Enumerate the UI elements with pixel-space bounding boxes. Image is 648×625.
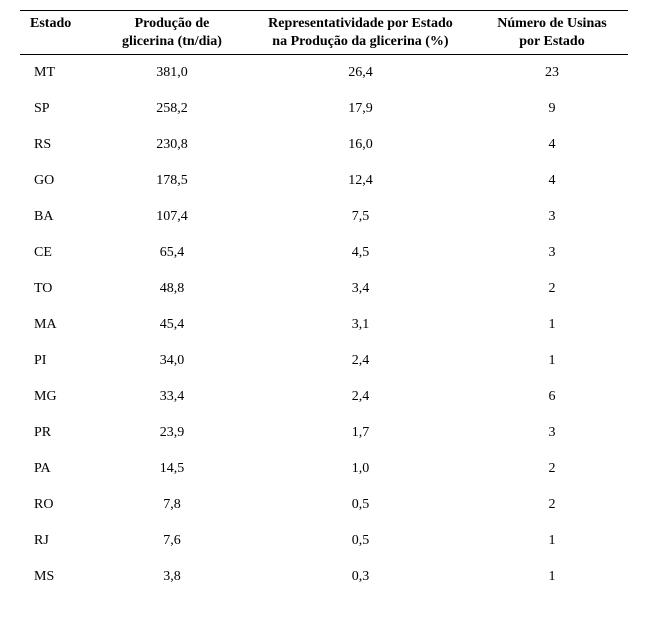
cell-usinas: 23: [476, 55, 628, 92]
col-header-producao: Produção de glicerina (tn/dia): [99, 11, 245, 55]
cell-usinas: 2: [476, 271, 628, 307]
table-row: PR23,91,73: [20, 415, 628, 451]
col-header-producao-l1: Produção de: [135, 16, 210, 31]
cell-representatividade: 12,4: [245, 163, 476, 199]
col-header-producao-l2: glicerina (tn/dia): [122, 34, 222, 49]
table-row: PI34,02,41: [20, 343, 628, 379]
col-header-usinas: Número de Usinas por Estado: [476, 11, 628, 55]
glicerina-table: Estado Produção de glicerina (tn/dia) Re…: [20, 10, 628, 595]
cell-representatividade: 26,4: [245, 55, 476, 92]
cell-usinas: 1: [476, 343, 628, 379]
cell-representatividade: 16,0: [245, 127, 476, 163]
table-body: MT381,026,423SP258,217,99RS230,816,04GO1…: [20, 55, 628, 596]
cell-usinas: 4: [476, 127, 628, 163]
cell-estado: MG: [20, 379, 99, 415]
cell-representatividade: 3,4: [245, 271, 476, 307]
cell-producao: 230,8: [99, 127, 245, 163]
cell-representatividade: 0,3: [245, 559, 476, 595]
cell-estado: RJ: [20, 523, 99, 559]
cell-estado: RO: [20, 487, 99, 523]
cell-representatividade: 1,0: [245, 451, 476, 487]
cell-representatividade: 2,4: [245, 343, 476, 379]
cell-estado: PA: [20, 451, 99, 487]
cell-producao: 381,0: [99, 55, 245, 92]
col-header-representatividade-l2: na Produção da glicerina (%): [272, 34, 448, 49]
cell-estado: PI: [20, 343, 99, 379]
cell-estado: BA: [20, 199, 99, 235]
cell-representatividade: 7,5: [245, 199, 476, 235]
table-row: TO48,83,42: [20, 271, 628, 307]
table-header-row: Estado Produção de glicerina (tn/dia) Re…: [20, 11, 628, 55]
table-row: RJ7,60,51: [20, 523, 628, 559]
cell-representatividade: 17,9: [245, 91, 476, 127]
table-row: MS3,80,31: [20, 559, 628, 595]
cell-usinas: 1: [476, 559, 628, 595]
table-row: CE65,44,53: [20, 235, 628, 271]
cell-usinas: 4: [476, 163, 628, 199]
cell-producao: 48,8: [99, 271, 245, 307]
col-header-estado: Estado: [20, 11, 99, 55]
table-row: GO178,512,44: [20, 163, 628, 199]
cell-usinas: 6: [476, 379, 628, 415]
col-header-representatividade-l1: Representatividade por Estado: [268, 16, 453, 31]
col-header-representatividade: Representatividade por Estado na Produçã…: [245, 11, 476, 55]
cell-usinas: 1: [476, 307, 628, 343]
cell-producao: 65,4: [99, 235, 245, 271]
cell-representatividade: 3,1: [245, 307, 476, 343]
table-row: BA107,47,53: [20, 199, 628, 235]
cell-usinas: 9: [476, 91, 628, 127]
cell-estado: RS: [20, 127, 99, 163]
cell-estado: MT: [20, 55, 99, 92]
cell-producao: 45,4: [99, 307, 245, 343]
cell-producao: 258,2: [99, 91, 245, 127]
cell-estado: TO: [20, 271, 99, 307]
cell-estado: MA: [20, 307, 99, 343]
cell-representatividade: 0,5: [245, 487, 476, 523]
cell-usinas: 3: [476, 235, 628, 271]
col-header-usinas-l2: por Estado: [519, 34, 584, 49]
cell-producao: 107,4: [99, 199, 245, 235]
cell-representatividade: 4,5: [245, 235, 476, 271]
cell-usinas: 2: [476, 451, 628, 487]
cell-estado: GO: [20, 163, 99, 199]
cell-usinas: 2: [476, 487, 628, 523]
col-header-usinas-l1: Número de Usinas: [497, 16, 606, 31]
table-row: MG33,42,46: [20, 379, 628, 415]
table-row: RS230,816,04: [20, 127, 628, 163]
cell-representatividade: 2,4: [245, 379, 476, 415]
table-row: SP258,217,99: [20, 91, 628, 127]
table-row: RO7,80,52: [20, 487, 628, 523]
cell-representatividade: 1,7: [245, 415, 476, 451]
cell-producao: 7,8: [99, 487, 245, 523]
cell-producao: 23,9: [99, 415, 245, 451]
cell-producao: 178,5: [99, 163, 245, 199]
cell-usinas: 3: [476, 199, 628, 235]
cell-estado: MS: [20, 559, 99, 595]
cell-producao: 14,5: [99, 451, 245, 487]
cell-producao: 3,8: [99, 559, 245, 595]
cell-estado: SP: [20, 91, 99, 127]
cell-estado: PR: [20, 415, 99, 451]
cell-usinas: 1: [476, 523, 628, 559]
table-row: PA14,51,02: [20, 451, 628, 487]
cell-estado: CE: [20, 235, 99, 271]
cell-producao: 34,0: [99, 343, 245, 379]
col-header-estado-l1: Estado: [30, 16, 71, 31]
cell-usinas: 3: [476, 415, 628, 451]
table-row: MA45,43,11: [20, 307, 628, 343]
cell-representatividade: 0,5: [245, 523, 476, 559]
table-row: MT381,026,423: [20, 55, 628, 92]
cell-producao: 7,6: [99, 523, 245, 559]
cell-producao: 33,4: [99, 379, 245, 415]
